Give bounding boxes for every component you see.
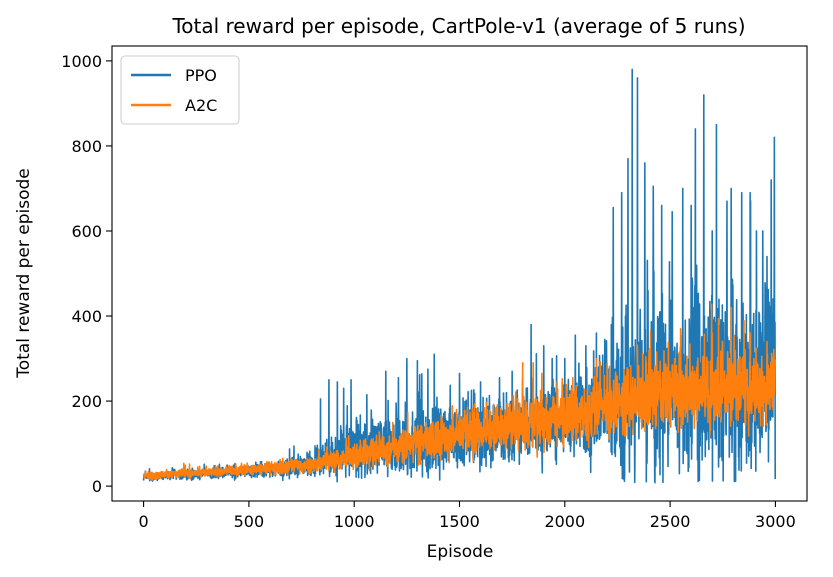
- y-tick-label: 200: [71, 392, 102, 411]
- legend-label-a2c: A2C: [185, 96, 217, 115]
- x-tick-label: 0: [138, 512, 148, 531]
- legend: PPO A2C: [120, 55, 240, 125]
- x-axis-label: Episode: [427, 542, 494, 562]
- y-tick-label: 400: [71, 307, 102, 326]
- x-tick-label: 1500: [439, 512, 480, 531]
- legend-label-ppo: PPO: [185, 66, 217, 85]
- x-axis: 0 500 1000 1500 2000 2500 3000: [138, 501, 796, 531]
- x-tick-label: 1000: [334, 512, 375, 531]
- y-tick-label: 1000: [61, 52, 102, 71]
- x-tick-label: 2500: [650, 512, 691, 531]
- chart-title: Total reward per episode, CartPole-v1 (a…: [171, 14, 745, 38]
- y-tick-label: 0: [92, 477, 102, 496]
- y-axis: 0 200 400 600 800 1000: [61, 52, 112, 496]
- y-tick-label: 800: [71, 137, 102, 156]
- y-tick-label: 600: [71, 222, 102, 241]
- x-tick-label: 500: [234, 512, 265, 531]
- legend-box: [120, 55, 240, 125]
- x-tick-label: 2000: [544, 512, 585, 531]
- x-tick-label: 3000: [755, 512, 796, 531]
- series-line-a2c: [142, 303, 776, 481]
- y-axis-label: Total reward per episode: [14, 168, 34, 379]
